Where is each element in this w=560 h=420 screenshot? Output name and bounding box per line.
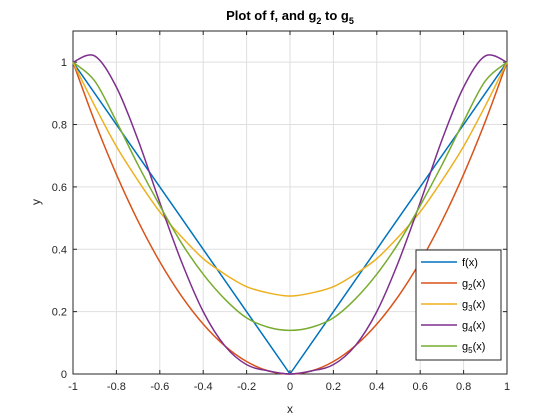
legend-label-base: g <box>462 278 468 290</box>
series-line-4 <box>72 54 508 375</box>
legend-label-3: g3(x) <box>462 299 485 313</box>
legend-label-tail: (x) <box>473 320 486 332</box>
y-tick-label: 1 <box>61 57 67 69</box>
x-tick-label: 0.2 <box>326 381 341 393</box>
x-tick-label: -0.6 <box>150 381 169 393</box>
legend-label-subscript: 4 <box>468 325 473 334</box>
legend-label-tail: (x) <box>473 299 486 311</box>
legend-label-2: g2(x) <box>462 278 485 292</box>
legend-box <box>415 249 502 361</box>
x-tick-label: 1 <box>504 381 510 393</box>
x-tick-label: 0.4 <box>369 381 384 393</box>
y-tick-label: 0.6 <box>52 182 67 194</box>
grid-lines <box>73 31 507 374</box>
x-tick-label: 0.8 <box>456 381 471 393</box>
x-axis-label: x <box>287 402 293 416</box>
chart-title: Plot of f, and g2 to g5 <box>226 8 354 26</box>
y-tick-label: 0.4 <box>52 244 67 256</box>
legend-label-base: g <box>462 320 468 332</box>
y-axis-label: y <box>29 199 43 205</box>
x-tick-label: 0 <box>287 381 293 393</box>
legend-label-subscript: 2 <box>468 283 473 292</box>
x-tick-label: -0.2 <box>237 381 256 393</box>
x-tick-label: -1 <box>68 381 78 393</box>
title-prefix: Plot of f, and g <box>226 8 316 23</box>
legend-label-base: g <box>462 299 468 311</box>
title-middle: to g <box>321 8 348 23</box>
series-line-5 <box>72 61 508 332</box>
legend-label-tail: (x) <box>473 278 486 290</box>
legend-label-subscript: 3 <box>468 304 473 313</box>
title-subscript-5: 5 <box>349 16 354 26</box>
series-lines <box>72 54 508 375</box>
legend-label-4: g4(x) <box>462 320 485 334</box>
y-tick-label: 0 <box>61 369 67 381</box>
legend-label-base: f(x) <box>462 257 478 269</box>
legend-label-tail: (x) <box>473 341 486 353</box>
legend: f(x)g2(x)g3(x)g4(x)g5(x) <box>415 249 502 361</box>
x-tick-label: 0.6 <box>413 381 428 393</box>
x-axis-ticks: -1 -0.8 -0.6 -0.4 -0.2 0 0.2 0.4 0.6 0.8 1 <box>68 31 510 393</box>
y-tick-label: 0.2 <box>52 307 67 319</box>
legend-label-base: g <box>462 341 468 353</box>
series-line-3 <box>72 61 508 297</box>
x-tick-label: -0.4 <box>194 381 213 393</box>
legend-label-5: g5(x) <box>462 341 485 355</box>
legend-label-subscript: 5 <box>468 346 473 355</box>
y-tick-label: 0.8 <box>52 120 67 132</box>
title-subscript-2: 2 <box>316 16 321 26</box>
x-tick-label: -0.8 <box>107 381 126 393</box>
legend-label-1: f(x) <box>462 257 478 269</box>
